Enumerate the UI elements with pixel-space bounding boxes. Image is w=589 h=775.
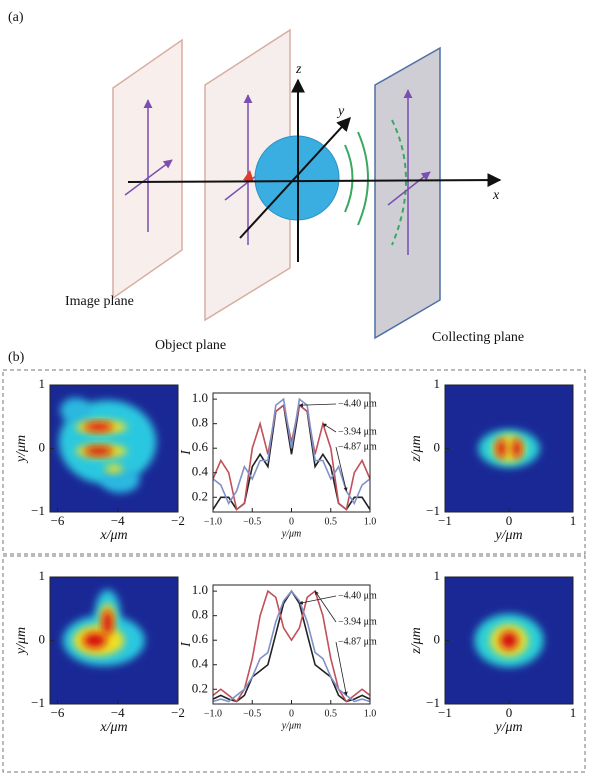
- heatmap-blob: [497, 439, 506, 458]
- x-tick-label: 1: [570, 705, 577, 720]
- x-tick-label: −0.5: [243, 516, 261, 527]
- x-tick-label: −4: [111, 705, 125, 720]
- y-tick-label: 1: [434, 376, 441, 391]
- y-tick-label: 0.6: [192, 439, 209, 454]
- annotation-arrow: [315, 591, 336, 622]
- x-axis-label: x/μm: [99, 720, 127, 735]
- line-series: [213, 405, 370, 509]
- heatmap-blob: [105, 464, 123, 473]
- plane-label: Collecting plane: [432, 330, 524, 345]
- y-tick-label: 0.4: [192, 656, 209, 671]
- series-label: −4.40 μm: [338, 398, 377, 409]
- x-tick-label: −1: [438, 705, 452, 720]
- y-tick-label: 1: [39, 568, 46, 583]
- x-tick-label: 1: [570, 513, 577, 528]
- y-axis-label: y/μm: [14, 627, 29, 656]
- y-axis-label: z/μm: [409, 627, 424, 654]
- x-tick-label: 0: [289, 708, 294, 719]
- y-tick-label: 0: [434, 631, 441, 646]
- axis-label: z: [295, 62, 302, 77]
- plane-label: Object plane: [155, 338, 226, 353]
- y-tick-label: 0.2: [192, 488, 208, 503]
- y-tick-label: 1.0: [192, 390, 208, 405]
- x-tick-label: −2: [171, 513, 185, 528]
- x-tick-label: −1.0: [204, 708, 222, 719]
- x-tick-label: −0.5: [243, 708, 261, 719]
- axis-label: x: [492, 188, 500, 203]
- heatmap-blob: [102, 610, 112, 635]
- charts: −6 −4 −2 −1 0 1 x/μm y/μm −1.0 −0.5 0 0.5 1.0 0.2 0.4 0…: [14, 376, 576, 735]
- wave: [358, 132, 368, 225]
- axis-label: y: [336, 104, 345, 119]
- x-tick-label: 1.0: [364, 516, 377, 527]
- y-tick-label: −1: [31, 695, 45, 710]
- x-tick-label: −6: [51, 513, 65, 528]
- x-axis: [128, 180, 500, 182]
- y-tick-label: 0: [39, 631, 46, 646]
- series-label: −4.40 μm: [338, 590, 377, 601]
- y-tick-label: 0: [434, 439, 441, 454]
- y-tick-label: 0.6: [192, 631, 209, 646]
- plane-label: Image plane: [65, 294, 134, 309]
- y-tick-label: −1: [426, 503, 440, 518]
- heatmap-blob: [60, 398, 91, 423]
- x-tick-label: −1: [438, 513, 452, 528]
- line-series: [213, 405, 370, 509]
- panel-label: (b): [8, 350, 25, 365]
- heatmap-image: [445, 577, 573, 704]
- series-label: −3.94 μm: [338, 426, 377, 437]
- y-tick-label: 0.8: [192, 607, 208, 622]
- x-tick-label: 1.0: [364, 708, 377, 719]
- heatmap-blob: [83, 633, 106, 648]
- heatmap-blob: [512, 439, 521, 458]
- x-axis-label: y/μm: [493, 528, 522, 543]
- y-tick-label: 0.2: [192, 680, 208, 695]
- y-tick-label: 0.8: [192, 415, 208, 430]
- x-tick-label: −2: [171, 705, 185, 720]
- x-tick-label: 0: [506, 513, 513, 528]
- series-label: −4.87 μm: [338, 441, 377, 452]
- x-axis-label: x/μm: [99, 528, 127, 543]
- y-tick-label: −1: [426, 695, 440, 710]
- panel-label: (a): [8, 10, 24, 25]
- y-tick-label: −1: [31, 503, 45, 518]
- y-tick-label: 0: [39, 439, 46, 454]
- series-label: −4.87 μm: [338, 636, 377, 647]
- x-tick-label: 0.5: [325, 708, 338, 719]
- y-tick-label: 0.4: [192, 464, 209, 479]
- x-axis-label: y/μm: [493, 720, 522, 735]
- heatmap-image: [50, 385, 178, 512]
- y-axis-label: y/μm: [14, 435, 29, 464]
- x-tick-label: 0: [289, 516, 294, 527]
- x-tick-label: 0: [506, 705, 513, 720]
- wave: [345, 145, 353, 212]
- x-axis-label: y/μm: [281, 720, 301, 731]
- panel-a: (a) z y x Image plane Object plane Colle…: [8, 10, 524, 353]
- y-tick-label: 1: [39, 376, 46, 391]
- figure: (a) z y x Image plane Object plane Colle…: [0, 0, 589, 775]
- y-tick-label: 1: [434, 568, 441, 583]
- heatmap-image: [50, 577, 178, 704]
- x-tick-label: 0.5: [325, 516, 338, 527]
- y-axis-label: z/μm: [409, 435, 424, 462]
- heatmap-blob: [85, 447, 113, 456]
- series-label: −3.94 μm: [338, 616, 377, 627]
- y-tick-label: 1.0: [192, 582, 208, 597]
- x-tick-label: −6: [51, 705, 65, 720]
- heatmap-image: [445, 385, 573, 512]
- heatmap-blob: [85, 422, 113, 431]
- heatmap-blob: [500, 632, 518, 650]
- x-axis-label: y/μm: [281, 528, 301, 539]
- x-tick-label: −4: [111, 513, 125, 528]
- x-tick-label: −1.0: [204, 516, 222, 527]
